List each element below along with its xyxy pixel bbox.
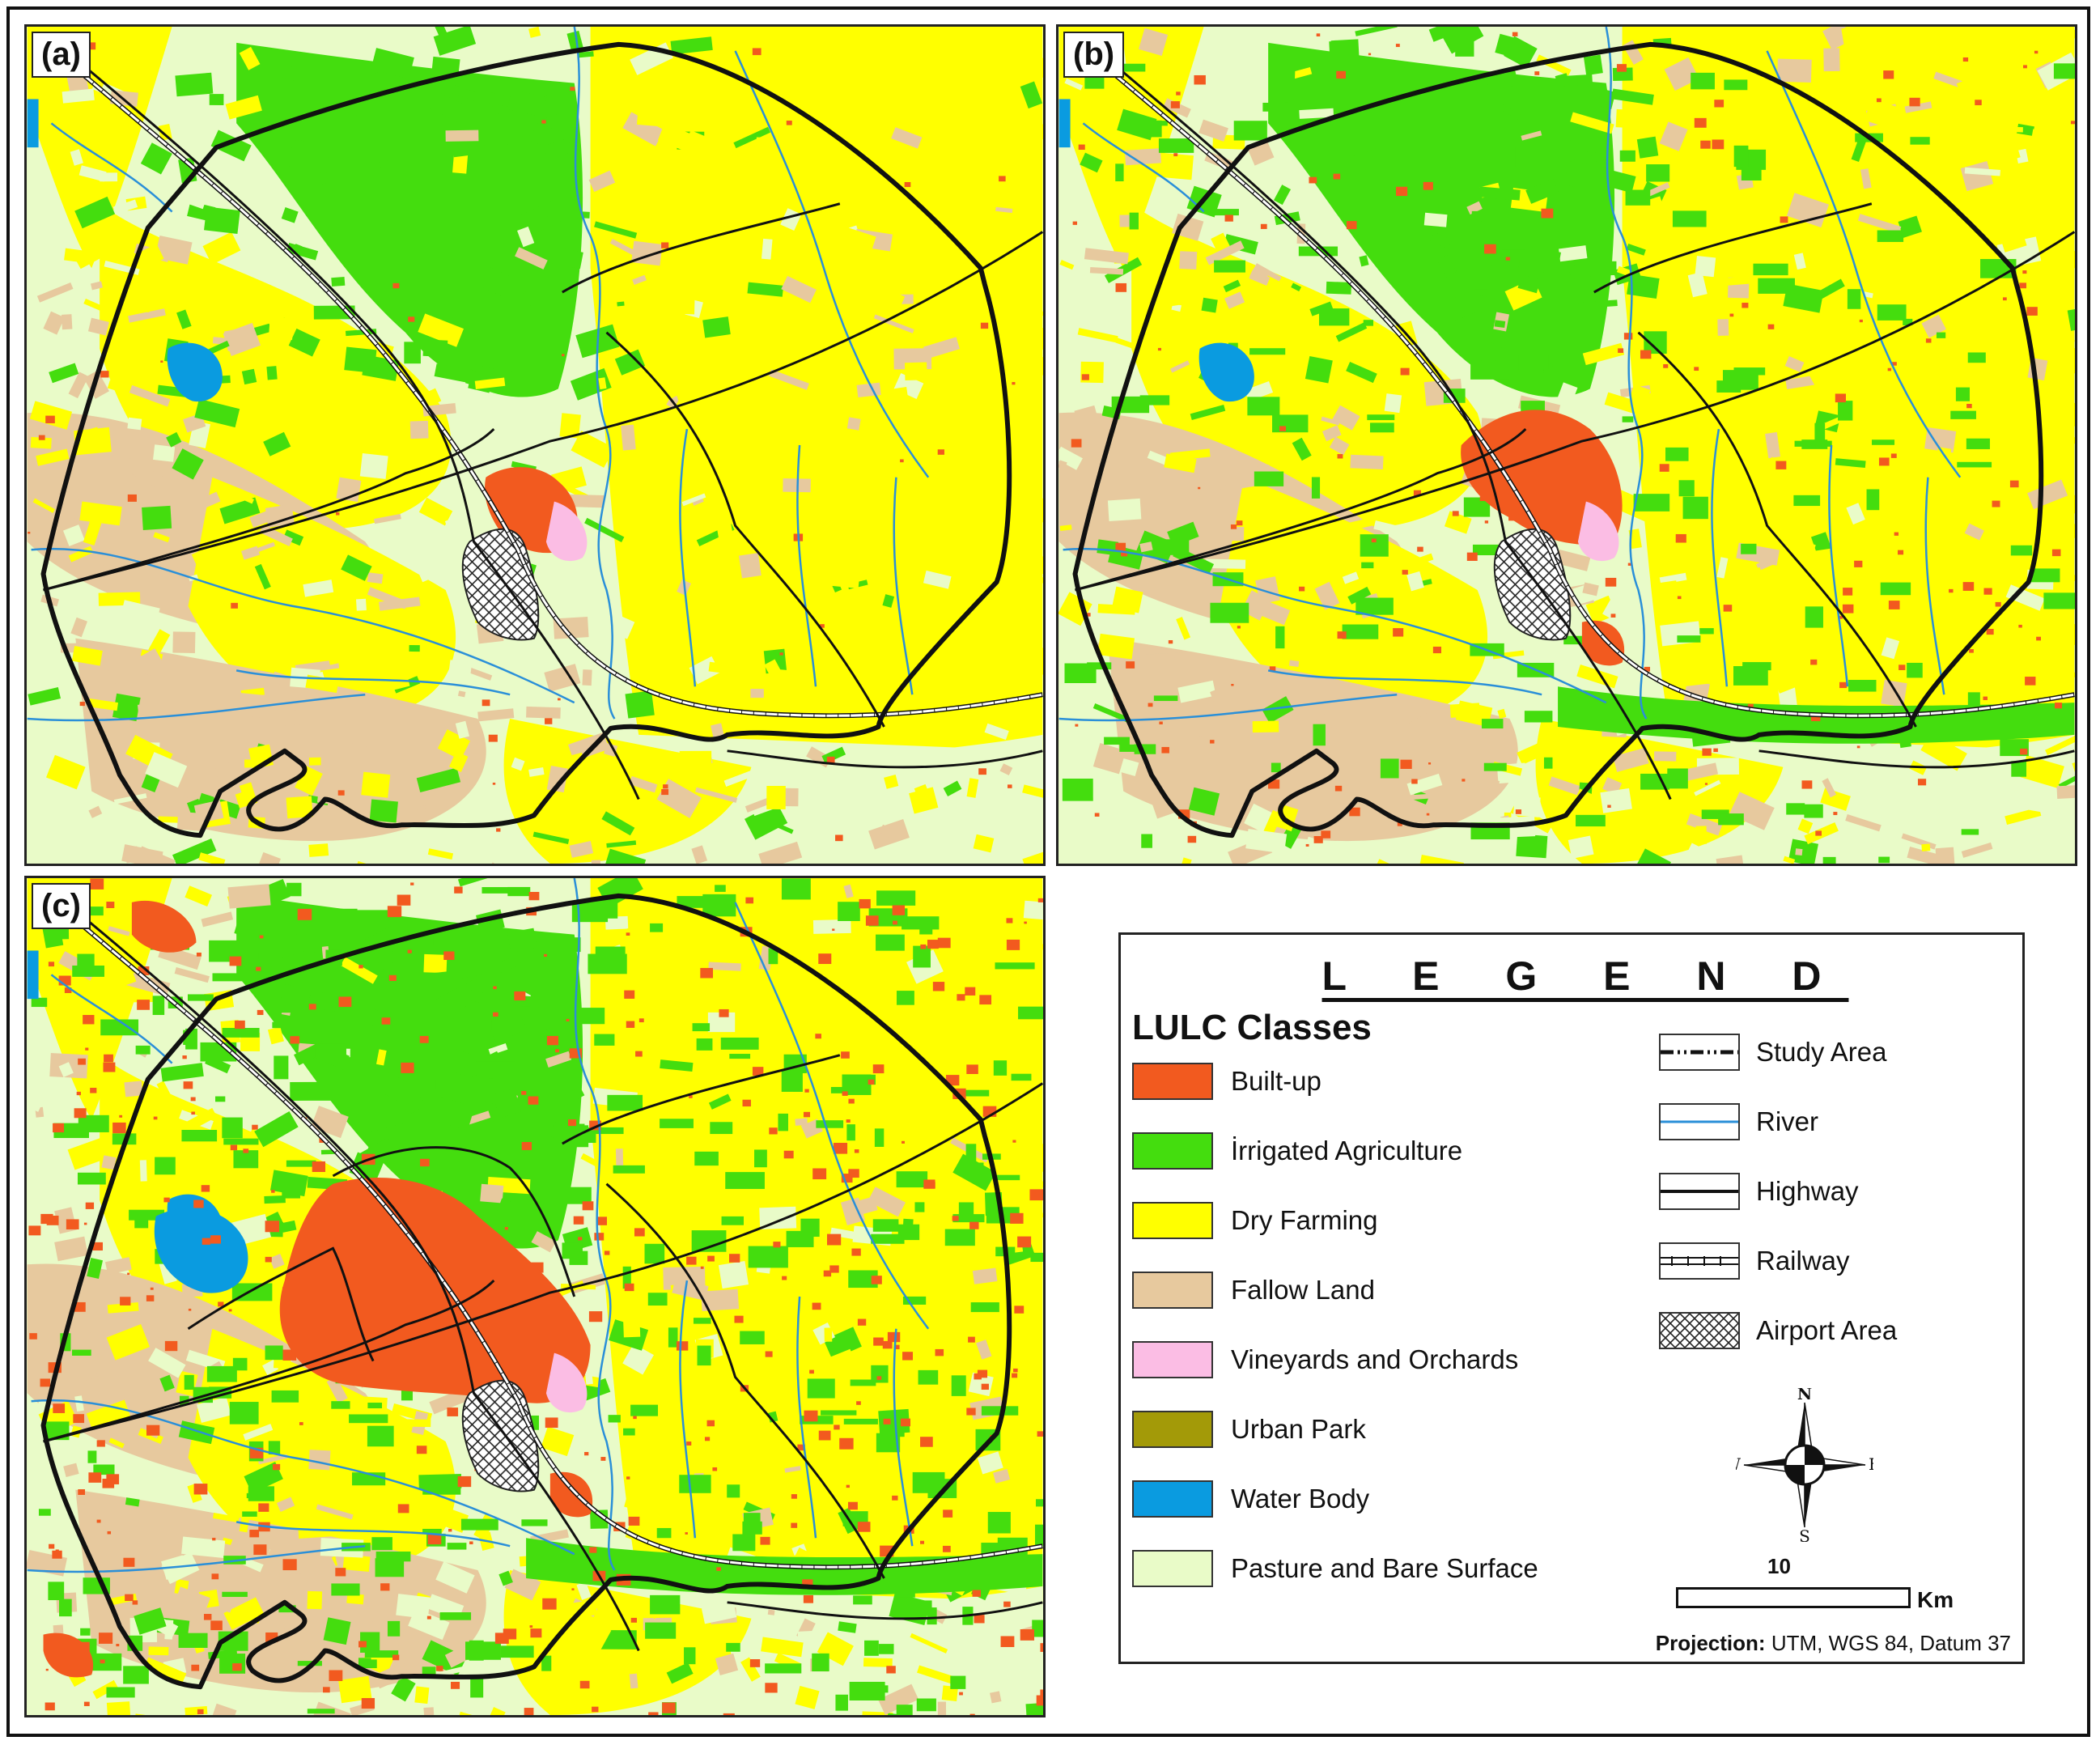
class-label: Water Body: [1231, 1484, 1370, 1514]
class-label: Fallow Land: [1231, 1275, 1375, 1305]
class-label: Pasture and Bare Surface: [1231, 1553, 1538, 1583]
lulc-map: [27, 27, 1043, 864]
compass-s: S: [1799, 1526, 1810, 1542]
scale-value: 10: [1767, 1554, 1791, 1578]
panel-label: (b): [1063, 32, 1125, 78]
study-area-line-icon: [1659, 1034, 1740, 1071]
projection-label: Projection:: [1655, 1631, 1766, 1655]
legend-class-vineyards: Vineyards and Orchards: [1132, 1338, 1518, 1382]
scale-bar: [1676, 1587, 1911, 1608]
class-label: Dry Farming: [1231, 1205, 1378, 1235]
class-label: Vineyards and Orchards: [1231, 1344, 1519, 1374]
vineyards-swatch: [1132, 1341, 1213, 1378]
fallow-swatch: [1132, 1272, 1213, 1309]
map-panel-b: (b): [1056, 24, 2077, 866]
legend-title: L E G E N D: [1322, 953, 1849, 999]
panel-label: (a): [32, 32, 91, 78]
projection-note: Projection: UTM, WGS 84, Datum 37: [1656, 1631, 2011, 1656]
dry-farming-swatch: [1132, 1202, 1213, 1239]
river-line-icon: [1659, 1103, 1740, 1140]
legend-class-pasture: Pasture and Bare Surface: [1132, 1547, 1538, 1590]
legend-symbol-river: River: [1659, 1100, 1818, 1144]
class-label: Urban Park: [1231, 1414, 1366, 1444]
legend-symbol-highway: Highway: [1659, 1170, 1859, 1213]
symbol-label: Airport Area: [1756, 1315, 1898, 1345]
legend-class-irrigated: İrrigated Agriculture: [1132, 1129, 1462, 1173]
compass-w: W: [1736, 1454, 1741, 1474]
symbol-label: Railway: [1756, 1246, 1850, 1276]
panel-label: (c): [32, 883, 91, 929]
lulc-classes-title: LULC Classes: [1132, 1008, 1372, 1047]
airport-crosshatch-icon: [1659, 1312, 1740, 1349]
map-panel-a: (a): [24, 24, 1046, 866]
urban-park-swatch: [1132, 1411, 1213, 1448]
lulc-map: [1058, 27, 2075, 864]
symbol-label: Study Area: [1756, 1037, 1887, 1067]
irrigated-swatch: [1132, 1132, 1213, 1170]
compass-n: N: [1797, 1388, 1812, 1403]
class-label: İrrigated Agriculture: [1231, 1136, 1463, 1165]
figure-frame: [6, 6, 2090, 1737]
map-panel-c: (c): [24, 876, 1046, 1717]
water-swatch: [1132, 1480, 1213, 1518]
legend-class-fallow: Fallow Land: [1132, 1268, 1375, 1312]
builtup-swatch: [1132, 1063, 1213, 1100]
legend-symbol-railway: Railway: [1659, 1239, 1850, 1283]
legend-symbol-study-area: Study Area: [1659, 1030, 1886, 1074]
symbol-label: River: [1756, 1106, 1819, 1136]
compass-e: E: [1869, 1454, 1873, 1474]
legend-symbol-airport: Airport Area: [1659, 1309, 1897, 1352]
legend-class-water: Water Body: [1132, 1477, 1369, 1521]
class-label: Built-up: [1231, 1066, 1322, 1096]
symbol-label: Highway: [1756, 1176, 1859, 1206]
highway-line-icon: [1659, 1173, 1740, 1210]
north-arrow-compass-icon: N S E W: [1724, 1384, 1880, 1546]
legend-box: L E G E N D LULC Classes Built-up İrriga…: [1118, 932, 2025, 1664]
legend-class-builtup: Built-up: [1132, 1059, 1322, 1103]
railway-line-icon: [1659, 1242, 1740, 1280]
legend-class-dry-farming: Dry Farming: [1132, 1199, 1378, 1242]
projection-value: UTM, WGS 84, Datum 37: [1771, 1631, 2011, 1655]
pasture-swatch: [1132, 1550, 1213, 1587]
scale-unit: Km: [1917, 1587, 1954, 1612]
lulc-map: [27, 878, 1043, 1715]
legend-class-urban-park: Urban Park: [1132, 1407, 1366, 1451]
